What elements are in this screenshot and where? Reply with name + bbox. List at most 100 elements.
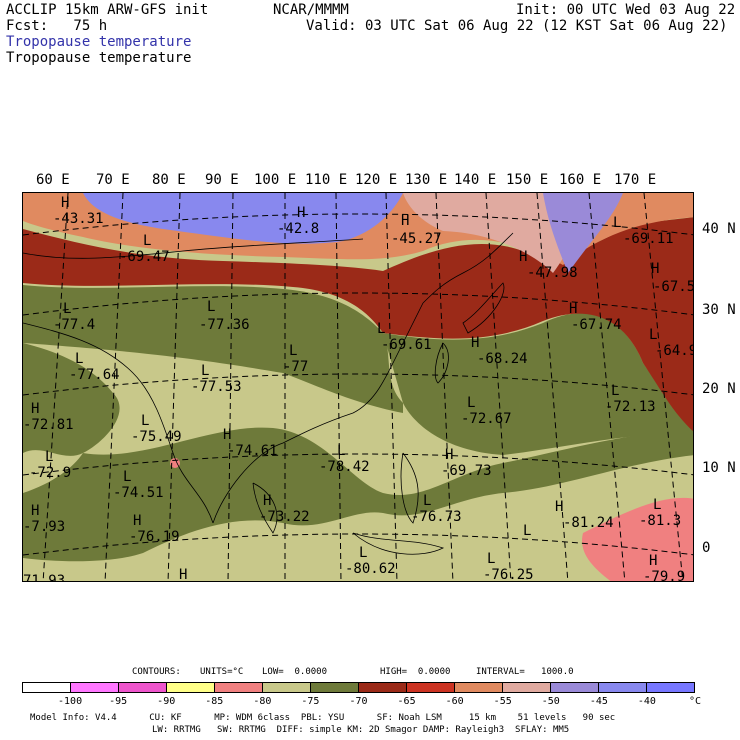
- colorbar-swatch: [599, 683, 647, 692]
- pressure-marker: L: [377, 321, 386, 337]
- model-info-line1: Model Info: V4.4 CU: KF MP: WDM 6class P…: [30, 713, 616, 723]
- pressure-marker: H: [471, 335, 480, 351]
- model-info-line2: LW: RRTMG SW: RRTMG DIFF: simple KM: 2D …: [152, 725, 570, 735]
- value-label: -72.9: [29, 465, 72, 481]
- lon-label: 80 E: [152, 172, 186, 188]
- lat-label: 40 N: [702, 221, 736, 237]
- model-title: ACCLIP 15km ARW-GFS init: [6, 2, 209, 18]
- value-label: -7.93: [23, 519, 66, 535]
- colorbar-swatch: [359, 683, 407, 692]
- colorbar-tick-label: -90: [157, 696, 176, 707]
- value-label: -72.13: [605, 399, 656, 415]
- pressure-marker: H: [555, 499, 564, 515]
- value-label: -67.74: [571, 317, 622, 333]
- value-label: -69.11: [623, 231, 674, 247]
- coastlines: [23, 232, 514, 555]
- value-label: -64.9: [655, 343, 694, 359]
- lat-label: 30 N: [702, 302, 736, 318]
- lon-label: 100 E: [254, 172, 297, 188]
- colorbar-tick-label: -55: [493, 696, 512, 707]
- value-label: -69.73: [441, 463, 492, 479]
- value-label: -77.64: [69, 367, 120, 383]
- lat-label: 20 N: [702, 381, 736, 397]
- shade-olive-east: [383, 313, 693, 455]
- pressure-marker: L: [649, 327, 658, 343]
- map-canvas: [23, 193, 693, 581]
- value-label: -47.98: [527, 265, 578, 281]
- pressure-marker: L: [207, 299, 216, 315]
- pressure-marker: H: [651, 261, 660, 277]
- colorbar-tick-label: -65: [397, 696, 416, 707]
- pressure-marker: L: [653, 497, 662, 513]
- value-label: -72.81: [23, 417, 74, 433]
- shade-olive-west: [23, 343, 120, 456]
- pressure-marker: L: [123, 469, 132, 485]
- lon-label: 140 E: [454, 172, 497, 188]
- pressure-marker: H: [223, 427, 232, 443]
- contours-low: LOW= 0.0000: [262, 667, 328, 677]
- lon-label: 90 E: [205, 172, 239, 188]
- forecast-hour: Fcst: 75 h: [6, 18, 108, 34]
- colorbar-swatch: [503, 683, 551, 692]
- colorbar-tick-label: -100: [58, 696, 83, 707]
- pressure-marker: L: [611, 383, 620, 399]
- lon-label: 170 E: [614, 172, 657, 188]
- colorbar-swatch: [407, 683, 455, 692]
- pressure-marker: H: [297, 205, 306, 221]
- pressure-marker: L: [143, 233, 152, 249]
- pressure-marker: L: [467, 395, 476, 411]
- pressure-marker: H: [61, 195, 70, 211]
- lat-label: 10 N: [702, 460, 736, 476]
- colorbar-swatch: [71, 683, 119, 692]
- value-label: -77.36: [199, 317, 250, 333]
- colorbar-tick-label: -40: [637, 696, 656, 707]
- lon-label: 110 E: [305, 172, 348, 188]
- colorbar-tick-label: -80: [253, 696, 272, 707]
- value-label: -78.42: [319, 459, 370, 475]
- colorbar-tick-label: -95: [109, 696, 128, 707]
- contours-interval: INTERVAL= 1000.0: [476, 667, 574, 677]
- value-label: -74.61: [227, 443, 278, 459]
- colorbar-swatch: [551, 683, 599, 692]
- pressure-marker: H: [263, 493, 272, 509]
- pressure-marker: L: [141, 413, 150, 429]
- value-label: -69.47: [119, 249, 170, 265]
- colorbar-swatch: [311, 683, 359, 692]
- shade-pale-pink: [403, 193, 583, 273]
- value-label: -79.9: [643, 569, 686, 582]
- map-panel: -43.31 -69.47 -42.8 -45.27 -69.11 -47.98…: [22, 192, 694, 582]
- contours-label: CONTOURS:: [132, 667, 181, 677]
- pressure-marker: L: [63, 301, 72, 317]
- org-label: NCAR/MMMM: [273, 2, 349, 18]
- shade-blue-northeast: [543, 193, 623, 273]
- pressure-marker: H: [31, 503, 40, 519]
- colorbar-swatch: [455, 683, 503, 692]
- value-label: -42.8: [277, 221, 320, 237]
- shade-blue-northwest: [83, 193, 403, 244]
- value-label: -68.24: [477, 351, 528, 367]
- pressure-marker: L: [337, 443, 346, 459]
- init-time: Init: 00 UTC Wed 03 Aug 22: [516, 2, 736, 18]
- colorbar-tick-label: -60: [445, 696, 464, 707]
- value-label: -72.67: [461, 411, 512, 427]
- shade-pink-southeast: [582, 498, 693, 581]
- pressure-marker: H: [569, 301, 578, 317]
- colorbar-swatch: [647, 683, 694, 692]
- pressure-marker: L: [487, 551, 496, 567]
- value-label: -76.73: [411, 509, 462, 525]
- value-label: -76.25: [483, 567, 534, 582]
- colorbar-swatch: [119, 683, 167, 692]
- pressure-marker: L: [359, 545, 368, 561]
- pressure-marker: H: [519, 249, 528, 265]
- colorbar-swatch: [263, 683, 311, 692]
- lon-label: 70 E: [96, 172, 130, 188]
- value-label: -75.49: [131, 429, 182, 445]
- value-label: -45.27: [391, 231, 442, 247]
- lon-label: 160 E: [559, 172, 602, 188]
- value-label: -67.5: [653, 279, 694, 295]
- value-label: -43.31: [53, 211, 104, 227]
- field-title-primary: Tropopause temperature: [6, 34, 192, 50]
- value-label: -77.53: [191, 379, 242, 395]
- value-label: 71.93: [23, 573, 66, 582]
- value-label: -73.22: [259, 509, 310, 525]
